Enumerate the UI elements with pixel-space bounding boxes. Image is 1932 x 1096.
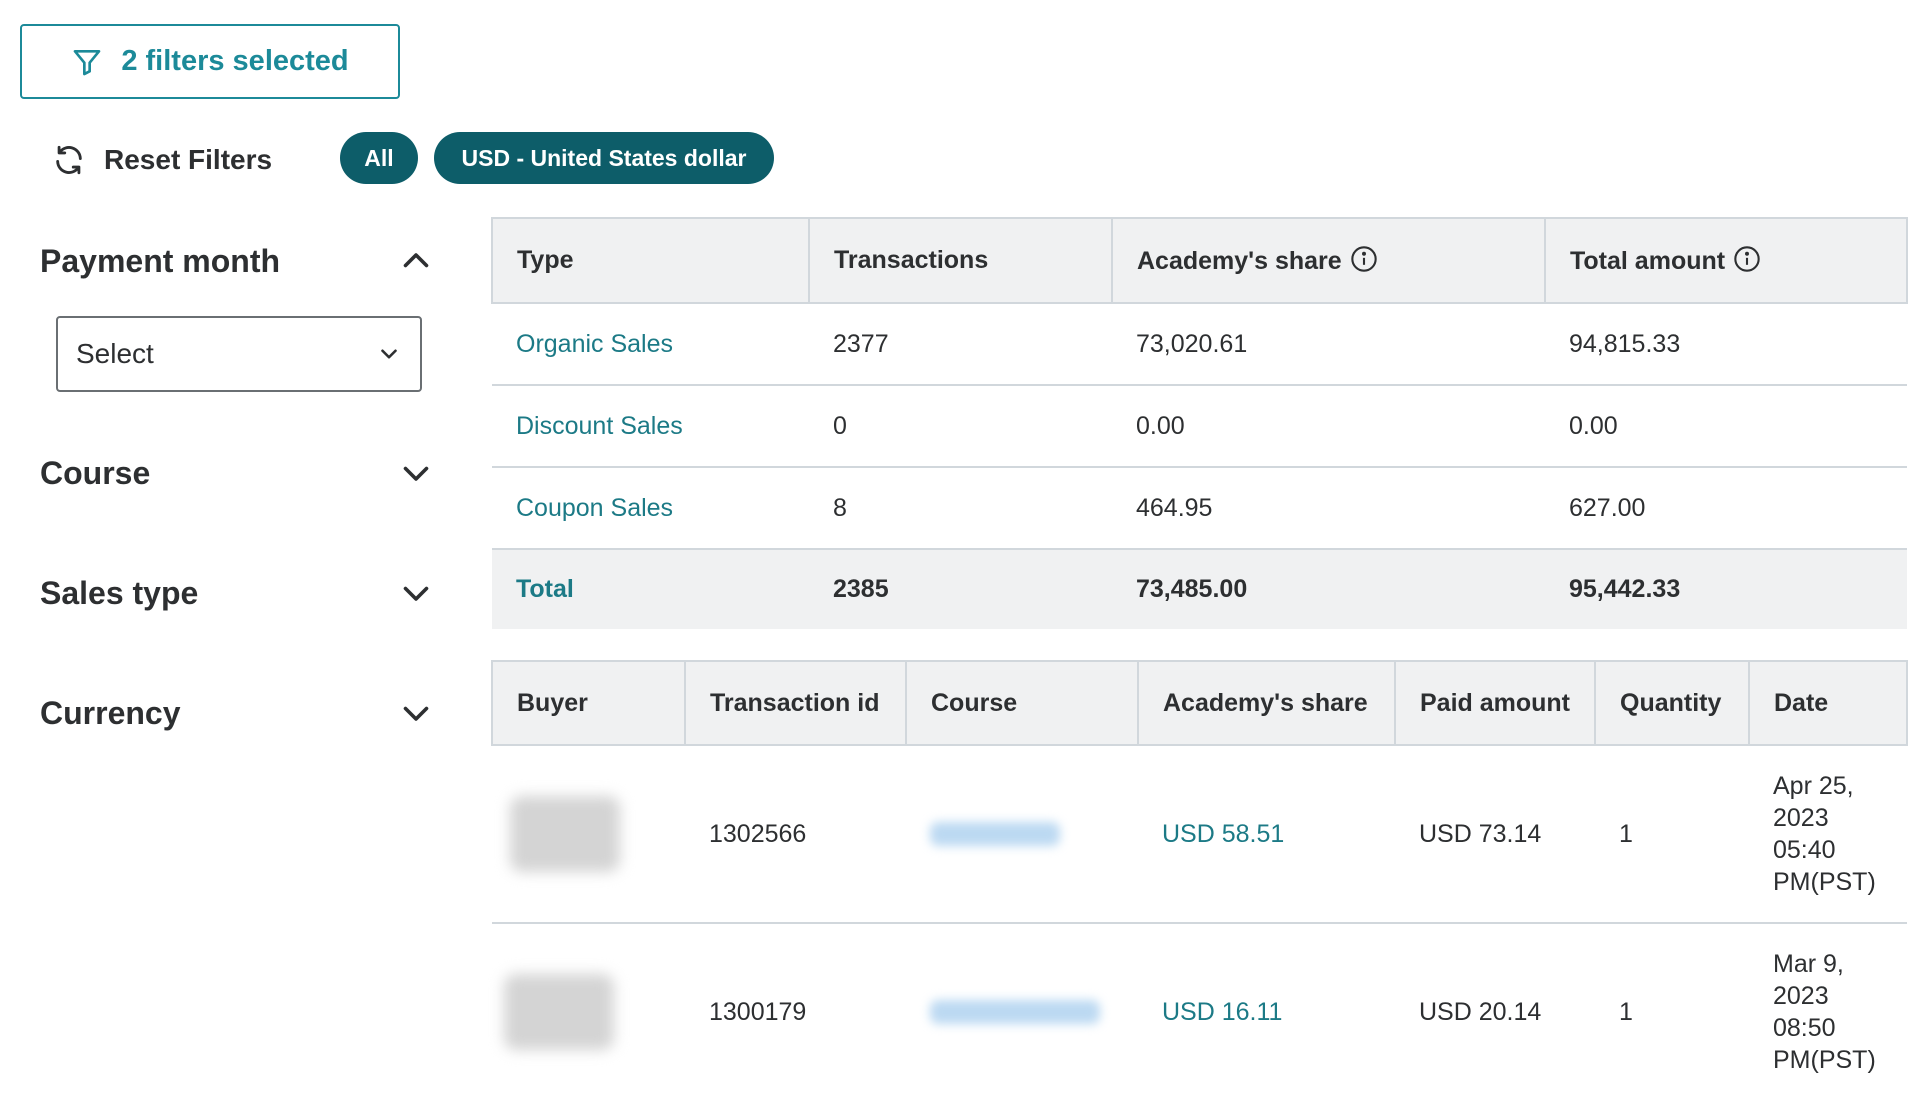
course-cell <box>906 923 1138 1096</box>
sales-type-link[interactable]: Organic Sales <box>492 303 809 386</box>
date-line: PM(PST) <box>1773 1046 1876 1074</box>
info-icon[interactable] <box>1733 245 1761 273</box>
sales-type-title: Sales type <box>40 574 199 611</box>
quantity-cell: 1 <box>1595 923 1749 1096</box>
academy-share-cell: 73,020.61 <box>1112 303 1545 386</box>
chip-all[interactable]: All <box>340 132 418 184</box>
blurred-buyer-avatar <box>504 974 614 1050</box>
academy-share-cell: 0.00 <box>1112 385 1545 468</box>
filter-icon <box>74 49 101 75</box>
date-cell: Apr 25, 2023 05:40 PM(PST) <box>1749 745 1907 924</box>
chevron-down-icon <box>381 349 397 359</box>
academy-share-link[interactable]: USD 16.11 <box>1138 923 1395 1096</box>
total-row: Total 2385 73,485.00 95,442.33 <box>492 549 1907 629</box>
chip-currency-usd[interactable]: USD - United States dollar <box>434 132 774 184</box>
total-amount-cell: 0.00 <box>1545 385 1907 468</box>
transactions-cell: 0 <box>809 385 1112 468</box>
header-quantity: Quantity <box>1594 660 1750 746</box>
table-row: Discount Sales 0 0.00 0.00 <box>492 385 1907 468</box>
date-line: PM(PST) <box>1773 868 1876 896</box>
total-transactions: 2385 <box>809 549 1112 629</box>
header-transaction-id: Transaction id <box>684 660 907 746</box>
header-type: Type <box>491 217 810 304</box>
blurred-course-link[interactable] <box>930 822 1060 846</box>
course-section-toggle[interactable]: Course <box>40 448 434 498</box>
date-line: 2023 <box>1773 804 1829 832</box>
filters-selected-button[interactable]: 2 filters selected <box>20 24 400 99</box>
payment-month-section-toggle[interactable]: Payment month <box>40 236 434 286</box>
total-amount-cell: 94,815.33 <box>1545 303 1907 386</box>
paid-amount-cell: USD 73.14 <box>1395 745 1595 924</box>
header-buyer: Buyer <box>491 660 686 746</box>
buyer-cell <box>492 745 685 924</box>
table-header-row: Buyer Transaction id Course Academy's sh… <box>491 660 1908 746</box>
payment-month-title: Payment month <box>40 242 281 279</box>
total-academy-share: 73,485.00 <box>1112 549 1545 629</box>
table-row: Organic Sales 2377 73,020.61 94,815.33 <box>492 303 1907 386</box>
date-cell: Mar 9, 2023 08:50 PM(PST) <box>1749 923 1907 1096</box>
chevron-down-icon <box>403 706 429 721</box>
blurred-buyer-avatar <box>510 796 620 872</box>
filters-selected-label: 2 filters selected <box>121 45 349 77</box>
currency-section-toggle[interactable]: Currency <box>40 688 434 738</box>
course-title: Course <box>40 454 151 491</box>
total-amount: 95,442.33 <box>1545 549 1907 629</box>
total-amount-cell: 627.00 <box>1545 467 1907 550</box>
header-total-amount: Total amount <box>1544 217 1908 304</box>
header-academy-share: Academy's share <box>1111 217 1546 304</box>
transactions-table: Buyer Transaction id Course Academy's sh… <box>491 660 1908 1096</box>
reset-filters-button[interactable]: Reset Filters <box>52 140 272 180</box>
header-date: Date <box>1748 660 1908 746</box>
transactions-cell: 2377 <box>809 303 1112 386</box>
sales-type-link[interactable]: Discount Sales <box>492 385 809 468</box>
quantity-cell: 1 <box>1595 745 1749 924</box>
blurred-course-link[interactable] <box>930 1000 1100 1024</box>
buyer-cell <box>492 923 685 1096</box>
reset-filters-label: Reset Filters <box>104 144 273 175</box>
table-header-row: Type Transactions Academy's share Total … <box>491 217 1908 304</box>
sales-type-link[interactable]: Coupon Sales <box>492 467 809 550</box>
currency-title: Currency <box>40 694 181 731</box>
payment-month-select[interactable]: Select <box>56 316 422 392</box>
table-row: 1300179 USD 16.11 USD 20.14 1 Mar 9, 202… <box>492 923 1907 1096</box>
header-paid-amount: Paid amount <box>1394 660 1596 746</box>
paid-amount-cell: USD 20.14 <box>1395 923 1595 1096</box>
header-academy-share: Academy's share <box>1137 660 1396 746</box>
header-course: Course <box>905 660 1139 746</box>
chevron-down-icon <box>403 586 429 601</box>
date-line: Mar 9, <box>1773 950 1844 978</box>
date-line: Apr 25, <box>1773 772 1854 800</box>
academy-share-cell: 464.95 <box>1112 467 1545 550</box>
header-transactions: Transactions <box>808 217 1113 304</box>
date-line: 2023 <box>1773 982 1829 1010</box>
date-line: 05:40 <box>1773 836 1836 864</box>
table-row: 1302566 USD 58.51 USD 73.14 1 Apr 25, 20… <box>492 745 1907 924</box>
course-cell <box>906 745 1138 924</box>
chevron-up-icon <box>403 253 429 268</box>
info-icon[interactable] <box>1350 245 1378 273</box>
transactions-cell: 8 <box>809 467 1112 550</box>
transaction-id-cell: 1302566 <box>685 745 906 924</box>
table-row: Coupon Sales 8 464.95 627.00 <box>492 467 1907 550</box>
date-line: 08:50 <box>1773 1014 1836 1042</box>
sales-type-section-toggle[interactable]: Sales type <box>40 568 434 618</box>
chevron-down-icon <box>403 466 429 481</box>
total-label: Total <box>492 549 809 629</box>
academy-share-link[interactable]: USD 58.51 <box>1138 745 1395 924</box>
sales-summary-table: Type Transactions Academy's share Total … <box>491 217 1908 629</box>
payment-month-select-value: Select <box>76 338 154 369</box>
refresh-icon <box>56 145 82 175</box>
transaction-id-cell: 1300179 <box>685 923 906 1096</box>
